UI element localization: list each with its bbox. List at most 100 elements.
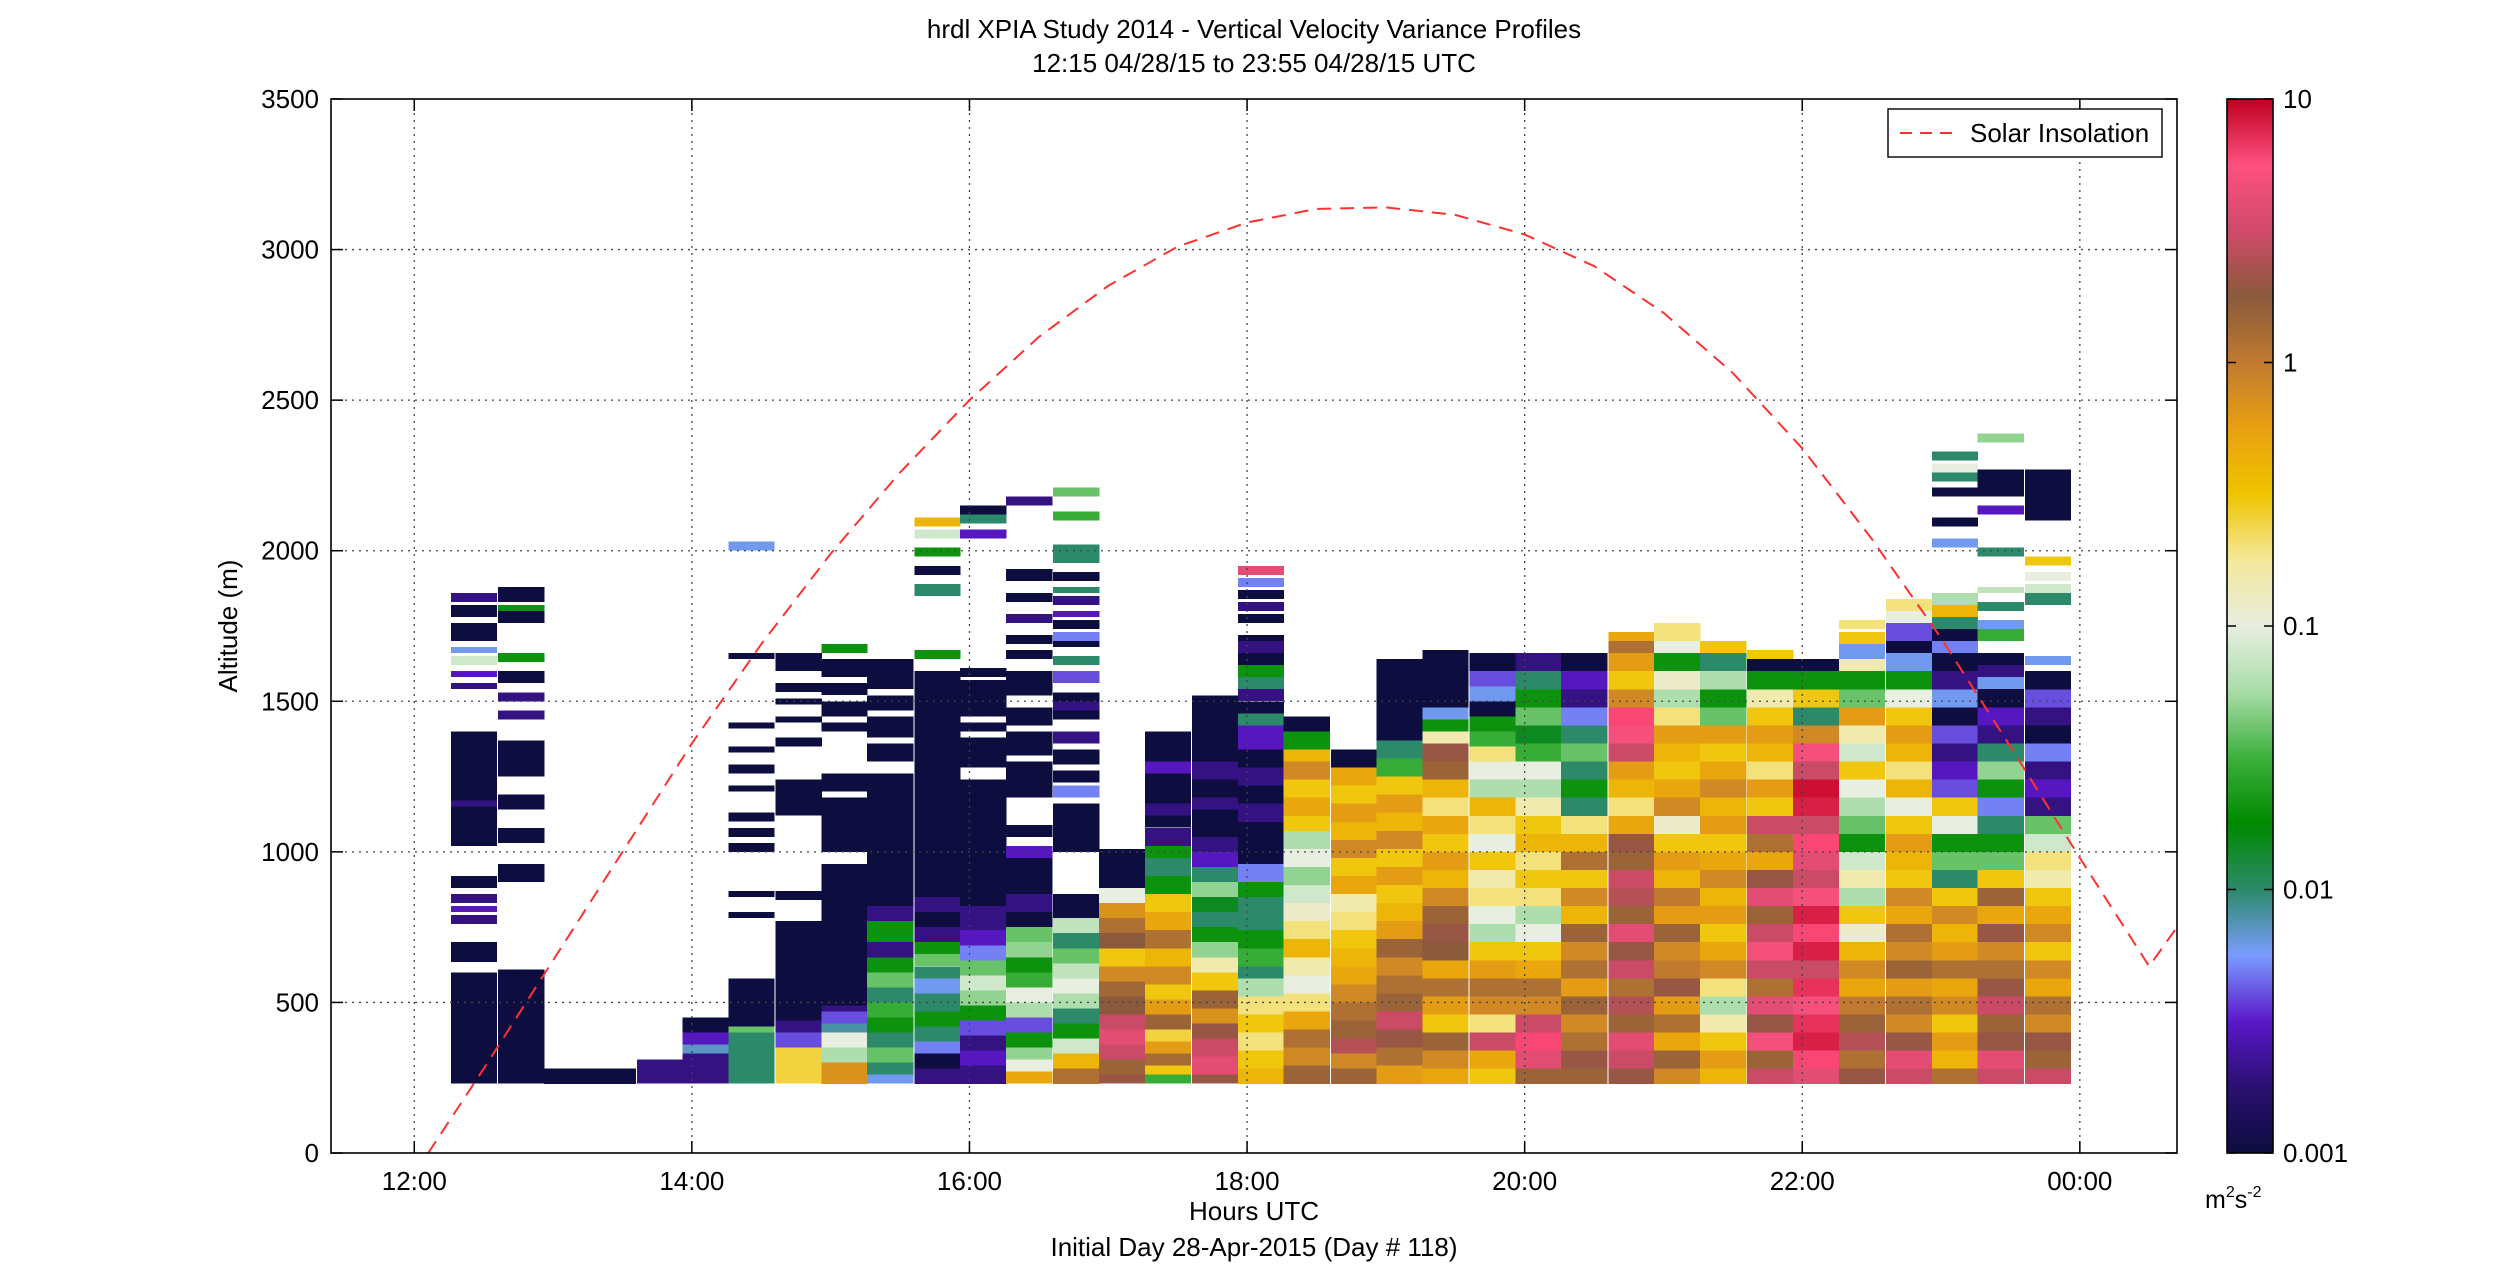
variance-cell (1376, 794, 1423, 813)
variance-cell (498, 710, 545, 720)
variance-cell (1053, 821, 1100, 837)
variance-cell (1053, 1038, 1100, 1054)
variance-cell (1654, 869, 1701, 888)
variance-cell (450, 806, 498, 846)
variance-cell (1330, 1020, 1378, 1039)
variance-cell (1654, 1068, 1701, 1084)
variance-cell (775, 683, 822, 693)
variance-cell (1422, 779, 1469, 798)
variance-cell (914, 927, 961, 943)
variance-cell (1144, 1029, 1192, 1042)
variance-cell (1469, 731, 1516, 747)
variance-cell (1237, 930, 1285, 949)
variance-cell (1838, 761, 1886, 780)
variance-cell (1793, 833, 1840, 852)
variance-cell (1422, 1050, 1469, 1069)
variance-cell (1886, 725, 1933, 744)
variance-cell (1192, 912, 1239, 928)
variance-cell (1608, 632, 1655, 641)
variance-cell (1700, 707, 1747, 726)
variance-cell (1977, 779, 2024, 798)
variance-cell (1747, 650, 1794, 660)
variance-cell (1422, 888, 1469, 907)
variance-cell (775, 779, 822, 816)
variance-cell (1608, 641, 1655, 654)
variance-cell (1144, 1014, 1192, 1030)
variance-cell (1747, 671, 1794, 690)
variance-cell (1515, 779, 1562, 798)
variance-cell (1561, 996, 1608, 1015)
variance-cell (1747, 942, 1794, 961)
variance-cell (1283, 830, 1330, 849)
variance-cell (1700, 653, 1747, 672)
variance-cell (1422, 996, 1469, 1015)
variance-cell (1838, 620, 1886, 629)
variance-cell (1838, 632, 1886, 644)
variance-cell (775, 891, 822, 900)
variance-cell (914, 583, 961, 596)
variance-cell (1931, 1050, 1979, 1069)
variance-cell (1608, 888, 1655, 907)
variance-cell (1654, 978, 1701, 997)
variance-cell (2024, 924, 2072, 943)
variance-cell (1608, 996, 1655, 1015)
variance-cell (960, 1050, 1007, 1066)
variance-cell (1376, 993, 1423, 1012)
variance-cell (2024, 761, 2072, 780)
variance-cell (1237, 1032, 1285, 1051)
variance-cell (1886, 869, 1933, 888)
variance-cell (1515, 671, 1562, 690)
variance-cell (1654, 851, 1701, 870)
variance-cell (1515, 743, 1562, 762)
variance-cell (1237, 1068, 1285, 1084)
variance-cell (1515, 761, 1562, 780)
variance-cell (1793, 960, 1840, 979)
variance-cell (960, 514, 1007, 524)
variance-cell (1006, 987, 1053, 1003)
variance-cell (450, 604, 498, 617)
variance-cell (2024, 743, 2072, 762)
variance-cell (1608, 689, 1655, 708)
variance-cell (1330, 912, 1378, 931)
variance-cell (1422, 743, 1469, 762)
variance-cell (1006, 824, 1053, 837)
variance-cell (1192, 743, 1239, 762)
variance-cell (1144, 984, 1192, 1000)
colorbar-units-base: m (2205, 1186, 2226, 1214)
variance-cell (728, 891, 775, 897)
variance-cell (821, 797, 868, 852)
variance-cell (960, 1020, 1007, 1036)
y-axis-label: Altitude (m) (213, 560, 243, 693)
variance-cell (728, 764, 775, 774)
variance-cell (960, 1035, 1007, 1051)
variance-cell (867, 1002, 914, 1018)
variance-cell (1977, 942, 2024, 961)
variance-cell (498, 653, 545, 663)
variance-cell (1376, 1011, 1423, 1030)
variance-cell (1747, 1050, 1794, 1069)
variance-cell (1053, 632, 1100, 641)
variance-cell (1838, 671, 1886, 690)
colorbar-tick-label: 10 (2283, 84, 2312, 114)
legend-label-solar: Solar Insolation (1970, 118, 2149, 148)
variance-cell (1561, 725, 1608, 744)
variance-cell (1422, 689, 1469, 708)
variance-cell (1886, 1050, 1933, 1069)
variance-cell (1561, 1032, 1608, 1051)
variance-cell (1144, 966, 1192, 985)
variance-cell (1283, 1047, 1330, 1066)
variance-cell (1700, 725, 1747, 744)
variance-cell (1192, 779, 1239, 798)
variance-cell (1608, 833, 1655, 852)
variance-cell (1422, 924, 1469, 943)
variance-cell (1931, 779, 1979, 798)
variance-cell (1977, 1050, 2024, 1069)
variance-cell (1192, 1008, 1239, 1024)
variance-cell (1977, 1068, 2024, 1084)
variance-cell (914, 1011, 961, 1027)
variance-cell (1144, 761, 1192, 774)
variance-cell (1376, 1065, 1423, 1084)
variance-cell (1561, 888, 1608, 907)
variance-cell (1515, 707, 1562, 726)
variance-cell (1422, 1068, 1469, 1084)
